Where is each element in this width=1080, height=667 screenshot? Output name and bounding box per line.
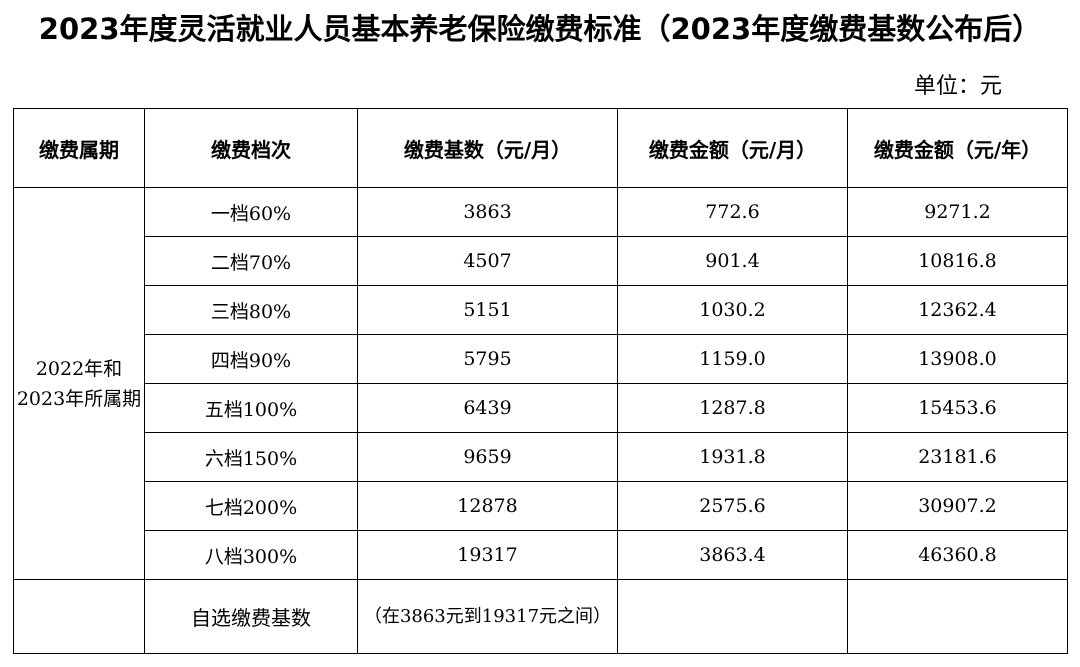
yearly-cell: 9271.2 <box>847 187 1068 237</box>
yearly-cell: 15453.6 <box>847 383 1068 433</box>
monthly-cell: 3863.4 <box>617 530 848 580</box>
header-period: 缴费属期 <box>13 108 145 188</box>
base-cell: 3863 <box>357 187 618 237</box>
base-cell: 5151 <box>357 285 618 335</box>
custom-yearly-cell <box>847 579 1068 654</box>
base-cell: 19317 <box>357 530 618 580</box>
grade-cell: 一档60% <box>144 187 358 237</box>
monthly-cell: 901.4 <box>617 236 848 286</box>
base-cell: 6439 <box>357 383 618 433</box>
yearly-cell: 30907.2 <box>847 481 1068 531</box>
monthly-cell: 2575.6 <box>617 481 848 531</box>
grade-cell: 八档300% <box>144 530 358 580</box>
custom-grade-cell: 自选缴费基数 <box>144 579 358 654</box>
grade-cell: 五档100% <box>144 383 358 433</box>
yearly-cell: 12362.4 <box>847 285 1068 335</box>
monthly-cell: 1030.2 <box>617 285 848 335</box>
header-grade: 缴费档次 <box>144 108 358 188</box>
base-cell: 4507 <box>357 236 618 286</box>
table-row-custom: 自选缴费基数 （在3863元到19317元之间） <box>13 579 1068 654</box>
header-base: 缴费基数（元/月） <box>357 108 618 188</box>
monthly-cell: 1931.8 <box>617 432 848 482</box>
table-row: 四档90% 5795 1159.0 13908.0 <box>14 334 1068 384</box>
table-row: 三档80% 5151 1030.2 12362.4 <box>14 285 1068 335</box>
monthly-cell: 1287.8 <box>617 383 848 433</box>
yearly-cell: 23181.6 <box>847 432 1068 482</box>
table-row: 2022年和2023年所属期 一档60% 3863 772.6 9271.2 <box>13 187 1068 580</box>
grade-cell: 三档80% <box>144 285 358 335</box>
table-row: 二档70% 4507 901.4 10816.8 <box>14 236 1068 286</box>
yearly-cell: 46360.8 <box>847 530 1068 580</box>
custom-monthly-cell <box>617 579 848 654</box>
yearly-cell: 13908.0 <box>847 334 1068 384</box>
page-title: 2023年度灵活就业人员基本养老保险缴费标准（2023年度缴费基数公布后） <box>38 12 1042 46</box>
header-yearly: 缴费金额（元/年） <box>847 108 1068 188</box>
table-row: 八档300% 19317 3863.4 46360.8 <box>14 530 1068 580</box>
table-row: 六档150% 9659 1931.8 23181.6 <box>14 432 1068 482</box>
grade-cell: 六档150% <box>144 432 358 482</box>
custom-base-range-cell: （在3863元到19317元之间） <box>357 579 618 654</box>
grade-cell: 四档90% <box>144 334 358 384</box>
grade-cell: 七档200% <box>144 481 358 531</box>
header-monthly: 缴费金额（元/月） <box>617 108 848 188</box>
contribution-table: 缴费属期 缴费档次 缴费基数（元/月） 缴费金额（元/月） 缴费金额（元/年） … <box>13 108 1068 654</box>
yearly-cell: 10816.8 <box>847 236 1068 286</box>
unit-label: 单位：元 <box>913 74 1002 99</box>
table-header-row: 缴费属期 缴费档次 缴费基数（元/月） 缴费金额（元/月） 缴费金额（元/年） <box>13 108 1068 188</box>
base-cell: 9659 <box>357 432 618 482</box>
base-cell: 5795 <box>357 334 618 384</box>
table-row: 五档100% 6439 1287.8 15453.6 <box>14 383 1068 433</box>
grade-cell: 二档70% <box>144 236 358 286</box>
empty-period-cell <box>13 579 145 654</box>
base-cell: 12878 <box>357 481 618 531</box>
period-cell: 2022年和2023年所属期 <box>13 187 145 580</box>
monthly-cell: 772.6 <box>617 187 848 237</box>
monthly-cell: 1159.0 <box>617 334 848 384</box>
table-row: 七档200% 12878 2575.6 30907.2 <box>14 481 1068 531</box>
